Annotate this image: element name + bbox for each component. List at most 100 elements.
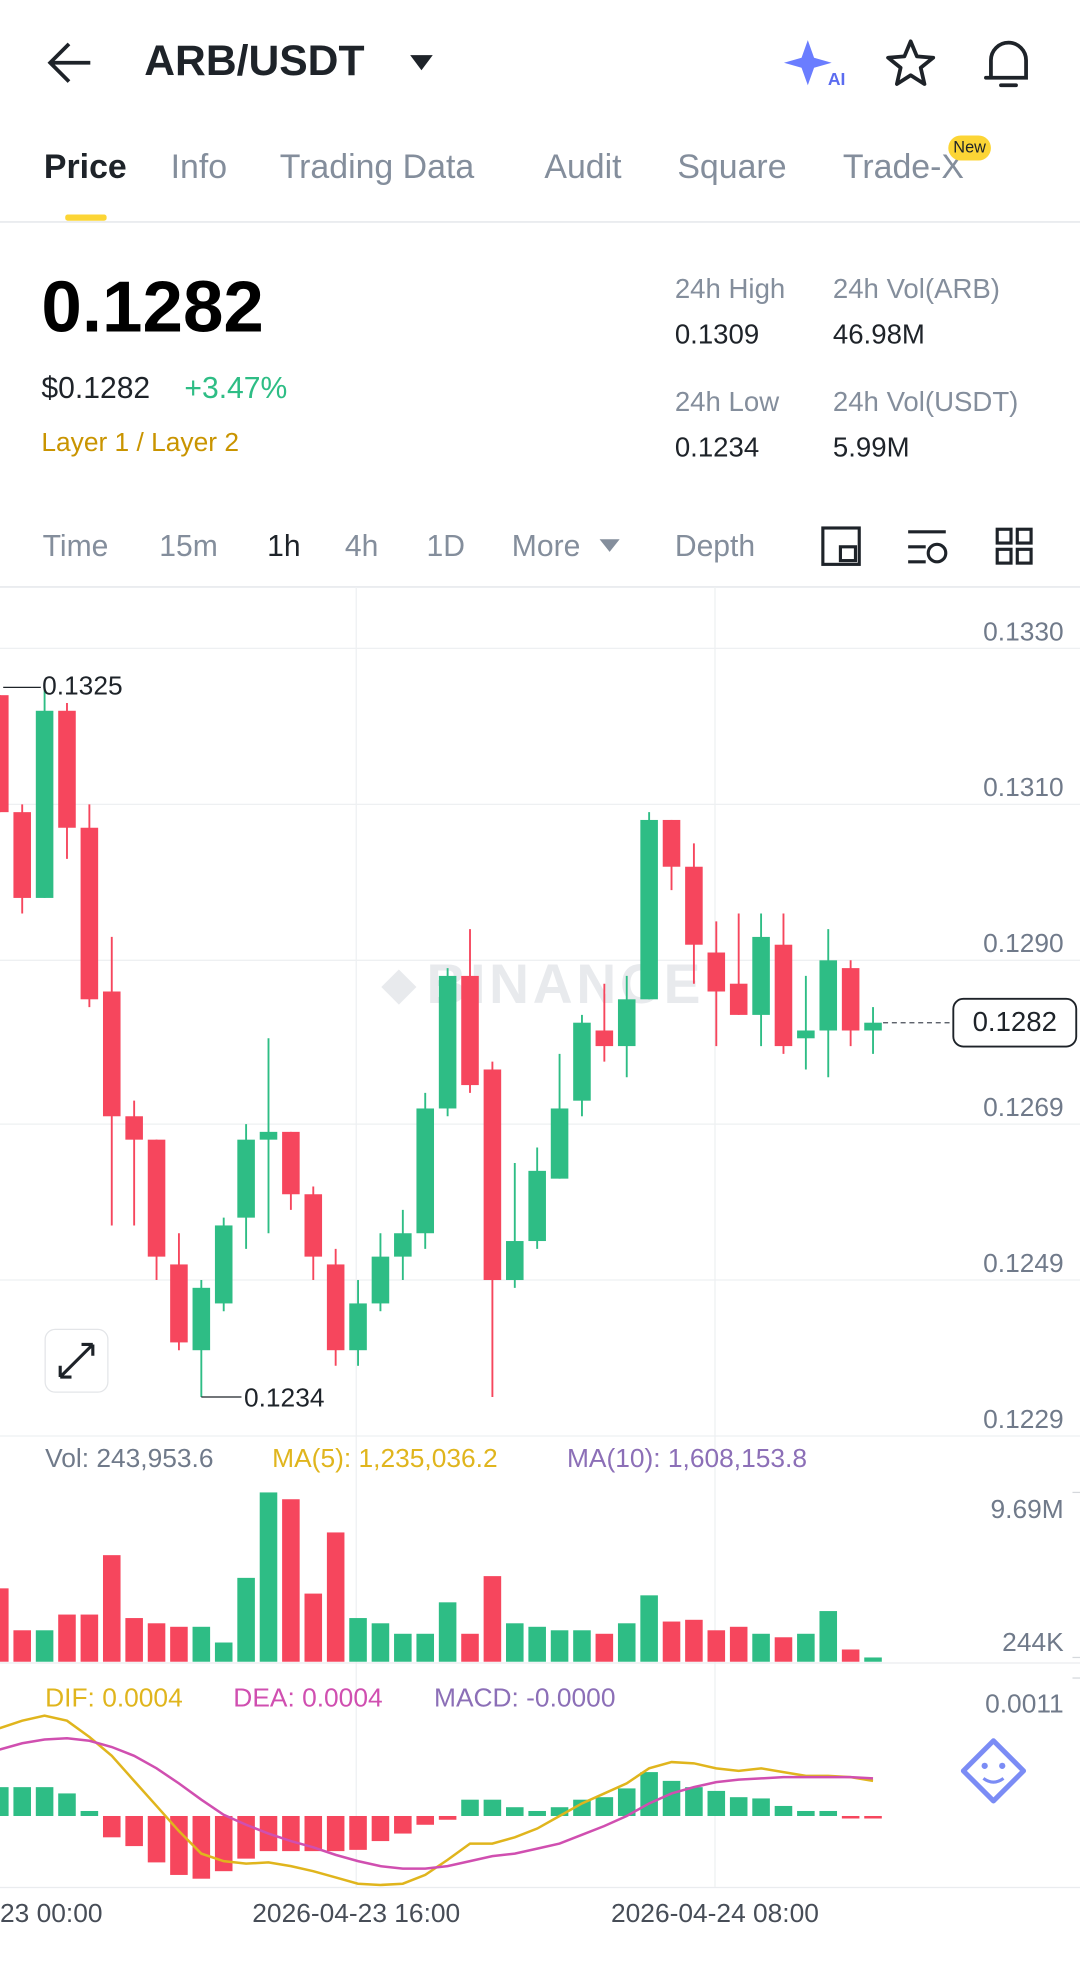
max-marker-label: 0.1325 [42,670,123,700]
candle-body [170,1264,188,1343]
macd-bar [416,1815,435,1825]
volume-bar [640,1595,658,1662]
stat-value: 0.1234 [675,431,759,462]
candle-body [595,1030,614,1047]
macd-bar [0,1787,9,1816]
candle-body [13,812,31,898]
watermark-logo [381,969,417,1005]
volume-bar [80,1614,99,1662]
layout-icon[interactable] [995,527,1013,545]
volume-bar [685,1619,703,1662]
macd-bar [282,1815,300,1852]
macd-bar [35,1787,54,1816]
chart-tools [821,526,1033,566]
tags[interactable]: Layer 1 / Layer 2 [41,427,239,457]
stat-label: 24h Vol(ARB) [833,273,1000,304]
more-caret[interactable] [599,539,620,552]
tab[interactable]: Price [44,148,127,186]
candle-body [102,991,121,1117]
volume-bar [237,1577,255,1662]
macd-bar [125,1815,143,1847]
favorite-button[interactable] [886,39,936,86]
candle-body [0,695,9,813]
macd-bar [617,1788,636,1816]
candle-body [394,1233,412,1257]
macd-legend: DEA: 0.0004 [233,1682,382,1712]
ai-icon[interactable] [783,40,832,86]
macd-bar [13,1787,31,1816]
macd-bar [80,1810,99,1816]
candle-body [304,1194,323,1257]
interval[interactable]: 1D [426,530,464,563]
bell-button[interactable] [984,40,1028,88]
volume-bar [102,1555,121,1662]
macd-bar [102,1815,121,1838]
back-button[interactable] [47,42,91,83]
layout-icon-part [1015,527,1033,545]
candle-body [461,975,479,1086]
assistant-button[interactable] [960,1738,1027,1804]
macd-bar [774,1805,793,1816]
tab[interactable]: Info [171,148,227,186]
fullscreen-icon [58,1342,95,1379]
stat-label: 24h High [675,273,785,304]
macd-bar [461,1799,479,1816]
candle-body [125,1116,143,1140]
tab[interactable]: Square [677,148,786,186]
stat-label: 24h Vol(USDT) [833,386,1018,417]
tool-icon[interactable] [821,526,861,566]
volume-bar [214,1642,233,1662]
macd-bar [685,1787,703,1816]
ai-badge: AI [828,69,846,89]
candle-body [662,819,681,867]
y-tick-label: 0.0011 [985,1689,1064,1719]
pair-title[interactable]: ARB/USDT [144,37,364,85]
volume-bar [58,1614,76,1662]
tab[interactable]: Trading Data [280,148,475,186]
macd-bar [349,1815,367,1850]
macd-bar [864,1815,882,1819]
candle-body [416,1108,435,1234]
y-tick-label: 9.69M [990,1494,1063,1524]
candle-body [774,944,793,1047]
macd-bar [170,1815,188,1875]
interval[interactable]: 15m [159,530,218,563]
tab[interactable]: Trade-X [843,148,964,186]
candle-body [438,975,457,1109]
candle-body [752,936,770,1015]
y-tick-label: 244K [1002,1627,1064,1657]
tab[interactable]: Audit [544,148,622,186]
x-tick-label: 2026-04-23 16:00 [252,1898,460,1928]
macd-legend: MACD: -0.0000 [434,1682,615,1712]
interval[interactable]: 4h [345,530,378,563]
volume-bar [550,1630,569,1662]
candle-body [483,1069,502,1281]
macd-bar [550,1807,569,1816]
candle-body [58,710,76,828]
interval[interactable]: 1h [267,530,300,563]
macd-bar [214,1815,233,1872]
macd-bar [752,1798,770,1816]
candle-body [349,1303,367,1351]
candle-body [707,952,726,992]
volume-bar [170,1626,188,1662]
last-price: 0.1282 [41,267,263,348]
candle-body [729,983,748,1015]
volume-bar [528,1626,546,1662]
volume-bar [349,1618,367,1662]
indicator-icon[interactable] [908,530,946,564]
volume-bar [192,1626,211,1662]
volume-bar [326,1532,345,1662]
macd-bar [438,1815,457,1820]
last-price-box [952,997,1078,1048]
volume-legend: MA(10): 1,608,153.8 [567,1443,807,1473]
x-tick-label: 23 00:00 [0,1898,102,1928]
candle-body [237,1139,255,1218]
macd-bar [192,1815,211,1879]
pair-caret[interactable] [410,55,433,71]
candle-body [685,866,703,945]
interval[interactable]: Time [43,530,109,563]
dea-line [0,1736,874,1870]
interval[interactable]: More [512,530,581,563]
interval[interactable]: Depth [675,530,755,563]
